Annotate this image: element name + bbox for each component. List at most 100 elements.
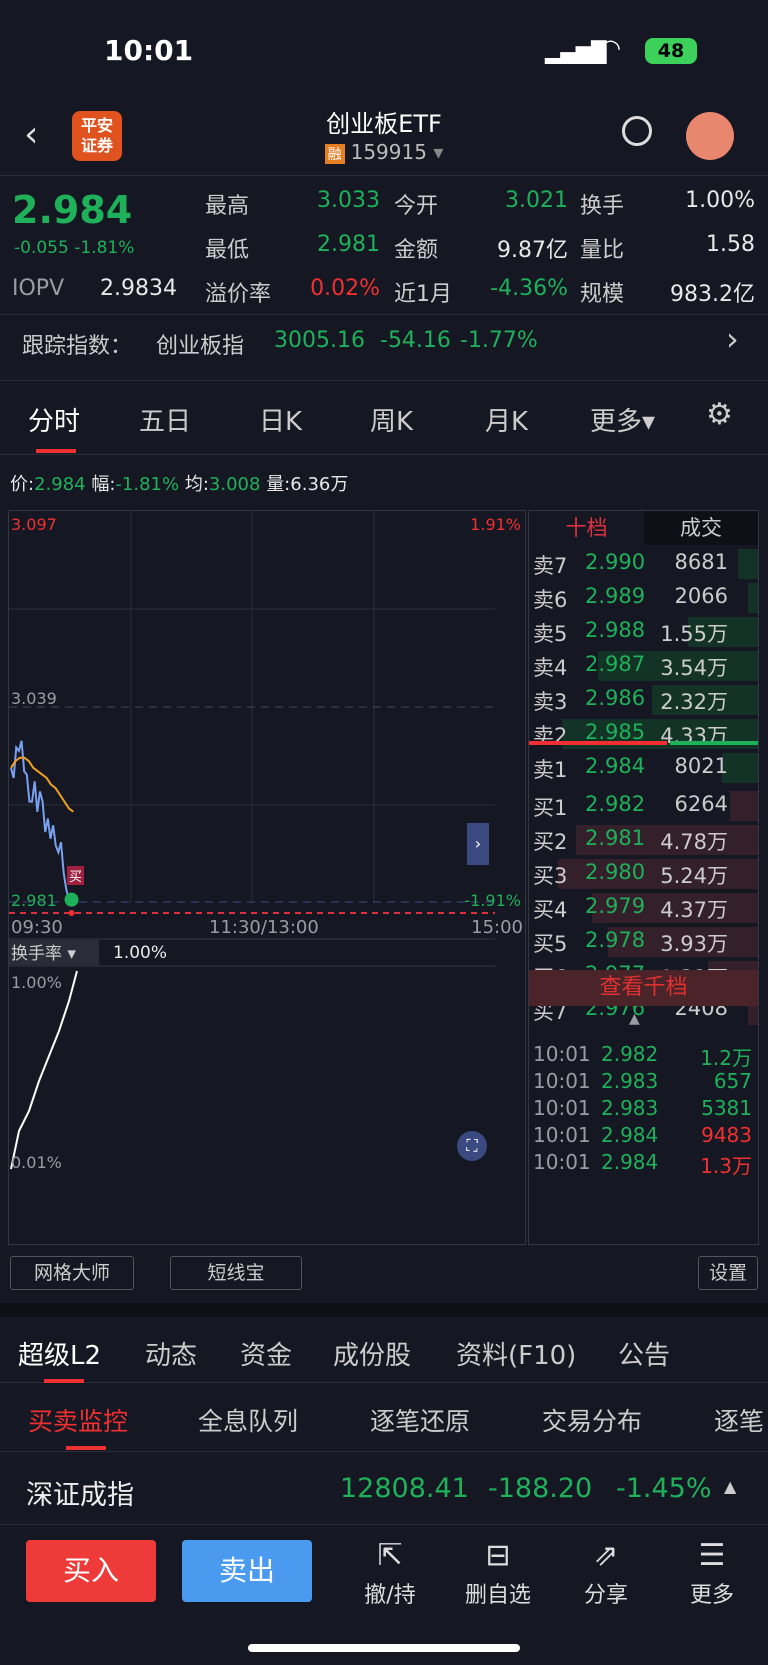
action-icon: ⇱	[377, 1538, 403, 1573]
action-label: 撤/持	[364, 1583, 416, 1608]
order-book-row[interactable]: 买3 2.980 5.24万	[529, 857, 758, 891]
action-label: 更多	[689, 1583, 734, 1608]
trade-price: 2.984	[601, 1123, 659, 1147]
order-book-row[interactable]: 买2 2.981 4.78万	[529, 823, 758, 857]
status-bar: 10:01 ▂▄▆█ ◠ 48	[0, 0, 768, 95]
sell-button[interactable]: 卖出	[182, 1540, 312, 1602]
section-tab[interactable]: 资料(F10)	[456, 1341, 577, 1371]
order-book-row[interactable]: 卖3 2.986 2.32万	[529, 683, 758, 717]
turnover-max-label: 1.00%	[11, 973, 62, 992]
trade-time: 10:01	[533, 1150, 591, 1174]
field-value: 2.981	[317, 232, 380, 257]
level-volume: 6264	[674, 792, 728, 816]
trade-price: 2.984	[601, 1150, 659, 1174]
tracking-index-row[interactable]: 跟踪指数： 创业板指 3005.16 -54.16 -1.77% ›	[0, 316, 768, 370]
settings-button[interactable]: 设置	[698, 1256, 758, 1290]
tab-5day[interactable]: 五日	[139, 407, 192, 437]
level-volume: 4.33万	[660, 724, 728, 748]
current-price-marker	[68, 910, 75, 916]
tab-trades[interactable]: 成交	[644, 511, 758, 545]
action-button[interactable]: ⊟ 删自选	[458, 1538, 538, 1609]
level-price: 2.984	[585, 754, 646, 778]
section-tab[interactable]: 超级L2	[18, 1341, 102, 1371]
level-price: 2.978	[585, 928, 646, 952]
volume-bar	[748, 995, 758, 1025]
field-label: 规模	[580, 282, 625, 307]
level-label: 买3	[533, 864, 568, 888]
volume-bar	[608, 927, 758, 957]
view-full-depth-button[interactable]: 查看千档	[529, 970, 758, 1006]
section-tab[interactable]: 成份股	[333, 1341, 412, 1371]
action-button[interactable]: ⇱ 撤/持	[350, 1538, 430, 1609]
order-book-row[interactable]: 卖6 2.989 2066	[529, 581, 758, 615]
battery-icon: 48	[645, 38, 697, 64]
order-book-row[interactable]: 买1 2.982 6264	[529, 789, 758, 823]
tab-daily[interactable]: 日K	[259, 407, 303, 437]
buy-button[interactable]: 买入	[26, 1540, 156, 1602]
active-section-indicator	[44, 1379, 84, 1383]
level-volume: 8021	[674, 754, 728, 778]
section-tab[interactable]: 公告	[618, 1341, 671, 1371]
subsection-tab[interactable]: 全息队列	[198, 1407, 299, 1436]
subsection-tab[interactable]: 逐笔还原	[370, 1407, 471, 1436]
amp-label: 幅:	[91, 474, 116, 495]
action-label: 删自选	[464, 1583, 531, 1608]
action-button[interactable]: ⇗ 分享	[566, 1538, 646, 1609]
tab-depth[interactable]: 十档	[565, 516, 608, 540]
field-label: 最低	[205, 238, 250, 263]
collapse-icon[interactable]: ▲	[629, 1011, 640, 1027]
tab-weekly[interactable]: 周K	[370, 407, 414, 437]
code-text: 159915	[350, 140, 427, 164]
intraday-chart[interactable]: 3.097 1.91% 3.039 2.981 -1.91% 09:30 11:…	[8, 510, 526, 1245]
grid-master-button[interactable]: 网格大师	[10, 1256, 134, 1290]
wifi-icon: ◠	[600, 34, 621, 62]
stock-code[interactable]: 融 159915 ▾	[0, 140, 768, 164]
section-tab[interactable]: 动态	[145, 1341, 198, 1371]
short-line-button[interactable]: 短线宝	[170, 1256, 302, 1290]
action-label: 分享	[583, 1583, 628, 1608]
order-book-row[interactable]: 买5 2.978 3.93万	[529, 925, 758, 959]
subsection-tab[interactable]: 买卖监控	[28, 1407, 129, 1436]
turnover-value: 1.00%	[113, 943, 168, 963]
level-label: 卖3	[533, 690, 568, 714]
index-ticker[interactable]: 深证成指 12808.41 -188.20 -1.45% ▲	[0, 1453, 768, 1525]
avatar[interactable]	[686, 112, 734, 160]
order-book-row[interactable]: 卖2 2.985 4.33万	[529, 717, 758, 751]
expand-book-button[interactable]: ›	[467, 823, 489, 865]
price-label: 价:	[10, 474, 35, 495]
section-tab[interactable]: 资金	[240, 1341, 293, 1371]
order-book-row[interactable]: 买4 2.979 4.37万	[529, 891, 758, 925]
expand-up-icon[interactable]: ▲	[724, 1477, 737, 1496]
bottom-bar: 买入 卖出 ⇱ 撤/持 ⊟ 删自选 ⇗ 分享 ☰ 更多	[0, 1526, 768, 1665]
subsection-tab[interactable]: 逐笔	[714, 1407, 765, 1436]
trade-time: 10:01	[533, 1042, 591, 1066]
level-volume: 8681	[674, 550, 728, 574]
back-icon[interactable]: ‹	[24, 114, 39, 155]
subsection-tabs: 买卖监控 全息队列 逐笔还原 交易分布 逐笔	[0, 1384, 768, 1452]
order-book-row[interactable]: 卖4 2.987 3.54万	[529, 649, 758, 683]
gear-icon[interactable]: ⚙	[706, 397, 733, 432]
turnover-selector[interactable]: 换手率 ▾	[9, 939, 99, 965]
action-button[interactable]: ☰ 更多	[672, 1538, 752, 1609]
order-book-row[interactable]: 卖5 2.988 1.55万	[529, 615, 758, 649]
level-price: 2.980	[585, 860, 646, 884]
order-book-row[interactable]: 卖1 2.984 8021	[529, 751, 758, 785]
buy-marker[interactable]: 买	[67, 866, 85, 885]
fullscreen-icon[interactable]: ⛶	[457, 1131, 487, 1161]
subsection-tab[interactable]: 交易分布	[542, 1407, 643, 1436]
level-volume: 3.93万	[660, 932, 728, 956]
search-icon[interactable]	[622, 116, 652, 146]
x-label-open: 09:30	[11, 917, 63, 938]
tracking-name: 创业板指	[156, 334, 245, 359]
clock: 10:01	[104, 34, 194, 67]
order-book-row[interactable]: 卖7 2.990 8681	[529, 547, 758, 581]
field-label: 近1月	[394, 282, 452, 307]
volume-bar	[748, 583, 758, 613]
trade-time: 10:01	[533, 1123, 591, 1147]
avg-price-line	[10, 756, 74, 813]
tab-monthly[interactable]: 月K	[485, 407, 529, 437]
tab-more[interactable]: 更多▾	[590, 407, 656, 437]
broker-logo[interactable]: 平安 证券	[72, 111, 122, 161]
tab-intraday[interactable]: 分时	[28, 407, 81, 437]
vol-value: 6.36万	[290, 474, 349, 495]
